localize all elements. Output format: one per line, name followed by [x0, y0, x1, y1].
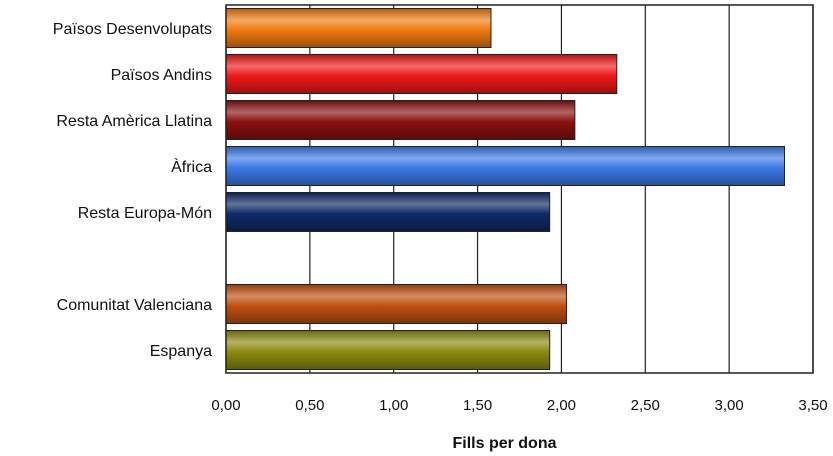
- category-label: Àfrica: [171, 157, 212, 176]
- bar-2: [225, 100, 576, 140]
- x-tick-label: 2,00: [547, 397, 576, 414]
- category-labels: Països Desenvolupats Països Andins Resta A…: [53, 21, 212, 360]
- x-tick-label: 3,50: [798, 397, 827, 414]
- bar-1: [225, 54, 618, 94]
- bar-3: [225, 146, 785, 186]
- x-axis-title: Fills per dona: [452, 435, 556, 452]
- plot-area: [225, 4, 814, 374]
- bars: [225, 8, 785, 370]
- x-tick-label: 2,50: [631, 397, 660, 414]
- bar-0: [225, 8, 492, 48]
- x-tick-labels: 0,00 0,50 1,00 1,50 2,00 2,50 3,00 3,50: [211, 397, 827, 414]
- x-tick-label: 1,00: [379, 397, 408, 414]
- x-tick-label: 0,00: [211, 397, 240, 414]
- category-label: Espanya: [150, 343, 212, 360]
- bar-7: [225, 330, 551, 370]
- x-tick-label: 1,50: [463, 397, 492, 414]
- category-label: Països Andins: [111, 67, 212, 84]
- bar-4: [225, 192, 551, 232]
- category-label: Resta Europa-Món: [78, 205, 212, 222]
- category-label: Comunitat Valenciana: [57, 297, 212, 314]
- bar-6: [225, 284, 567, 324]
- x-tick-label: 0,50: [295, 397, 324, 414]
- category-label: Resta Amèrica Llatina: [56, 113, 212, 130]
- x-tick-label: 3,00: [715, 397, 744, 414]
- category-label: Països Desenvolupats: [53, 21, 212, 38]
